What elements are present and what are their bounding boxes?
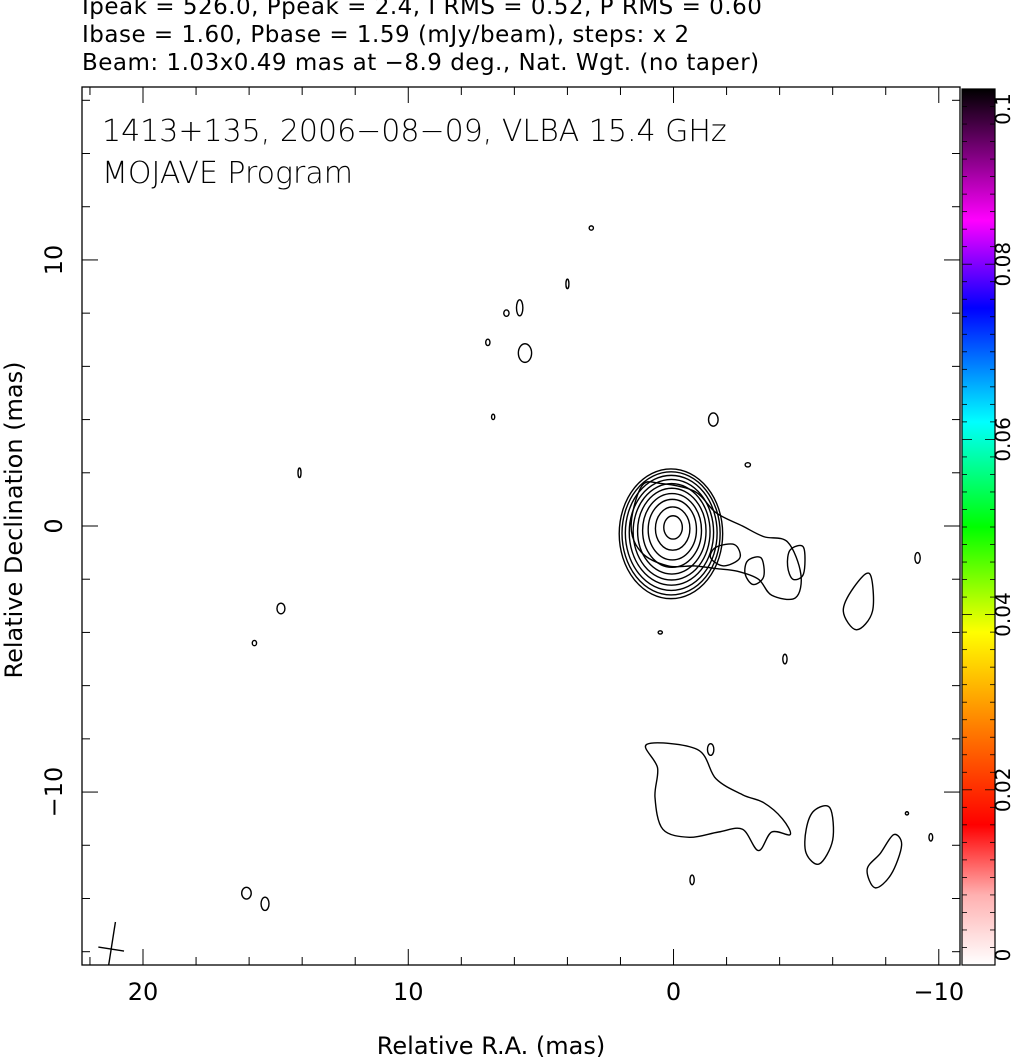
core-contour: [641, 492, 703, 569]
y-tick-label: 0: [40, 518, 68, 533]
noise-contour: [565, 278, 570, 290]
colorbar-tick-label: 0.06: [991, 417, 1015, 462]
noise-contour: [503, 309, 510, 318]
noise-contour: [914, 551, 921, 564]
beam-minor-axis: [98, 946, 125, 952]
noise-contour: [276, 602, 286, 615]
plot-title: 1413+135, 2006−08−09, VLBA 15.4 GHz: [102, 114, 727, 149]
y-axis-label: Relative Declination (mas): [0, 361, 28, 678]
noise-contour: [485, 338, 491, 347]
noise-contour: [707, 412, 719, 427]
jet-contour: [630, 481, 802, 601]
colorbar: [961, 88, 996, 966]
jet-contour: [842, 572, 875, 631]
y-tick-label: 10: [40, 245, 68, 276]
colorbar-tick-label: 0.02: [991, 768, 1015, 813]
plot-subtitle: MOJAVE Program: [102, 156, 353, 191]
jet-contour: [866, 833, 903, 889]
noise-contour: [744, 461, 752, 468]
noise-contour: [928, 832, 934, 842]
core-contour: [628, 478, 715, 586]
noise-contour: [515, 299, 524, 317]
x-tick-label: −10: [913, 978, 964, 1006]
noise-contour: [657, 630, 664, 635]
jet-contour: [744, 556, 765, 586]
noise-contour: [251, 639, 258, 647]
core-contour: [654, 506, 691, 551]
header-line-3: Beam: 1.03x0.49 mas at −8.9 deg., Nat. W…: [82, 50, 760, 76]
y-tick-label: −10: [40, 767, 68, 818]
x-tick-label: 20: [128, 978, 159, 1006]
noise-contour: [297, 467, 302, 479]
noise-contour: [240, 886, 252, 900]
core-contour: [621, 471, 721, 596]
jet-contour: [709, 543, 741, 567]
jet-contour: [644, 742, 792, 852]
colorbar-tick-label: 0: [991, 949, 1015, 962]
noise-contour: [517, 343, 533, 364]
x-tick-label: 10: [393, 978, 424, 1006]
core-contour: [647, 498, 698, 561]
noise-contour: [904, 811, 910, 816]
core-contour: [618, 468, 724, 600]
noise-contour: [490, 413, 496, 421]
noise-contour: [689, 874, 695, 886]
colorbar-tick-label: 0.08: [991, 242, 1015, 287]
colorbar-tick-label: 0.1: [991, 93, 1015, 125]
header-line-1: Ipeak = 526.0, Ppeak = 2.4, I RMS = 0.52…: [82, 0, 763, 20]
noise-contour: [588, 225, 595, 231]
plot-frame: [81, 86, 961, 966]
core-contour: [663, 515, 684, 540]
x-axis-label: Relative R.A. (mas): [377, 1032, 605, 1060]
header-line-2: Ibase = 1.60, Pbase = 1.59 (mJy/beam), s…: [82, 22, 690, 48]
noise-contour: [706, 742, 715, 757]
colorbar-tick-label: 0.04: [991, 592, 1015, 637]
jet-contour: [804, 805, 835, 865]
core-contour: [636, 487, 707, 575]
x-tick-label: 0: [666, 978, 681, 1006]
jet-contour: [786, 544, 806, 581]
noise-contour: [260, 896, 270, 912]
noise-contour: [782, 653, 788, 665]
core-contour: [632, 482, 711, 581]
core-contour: [624, 474, 718, 592]
